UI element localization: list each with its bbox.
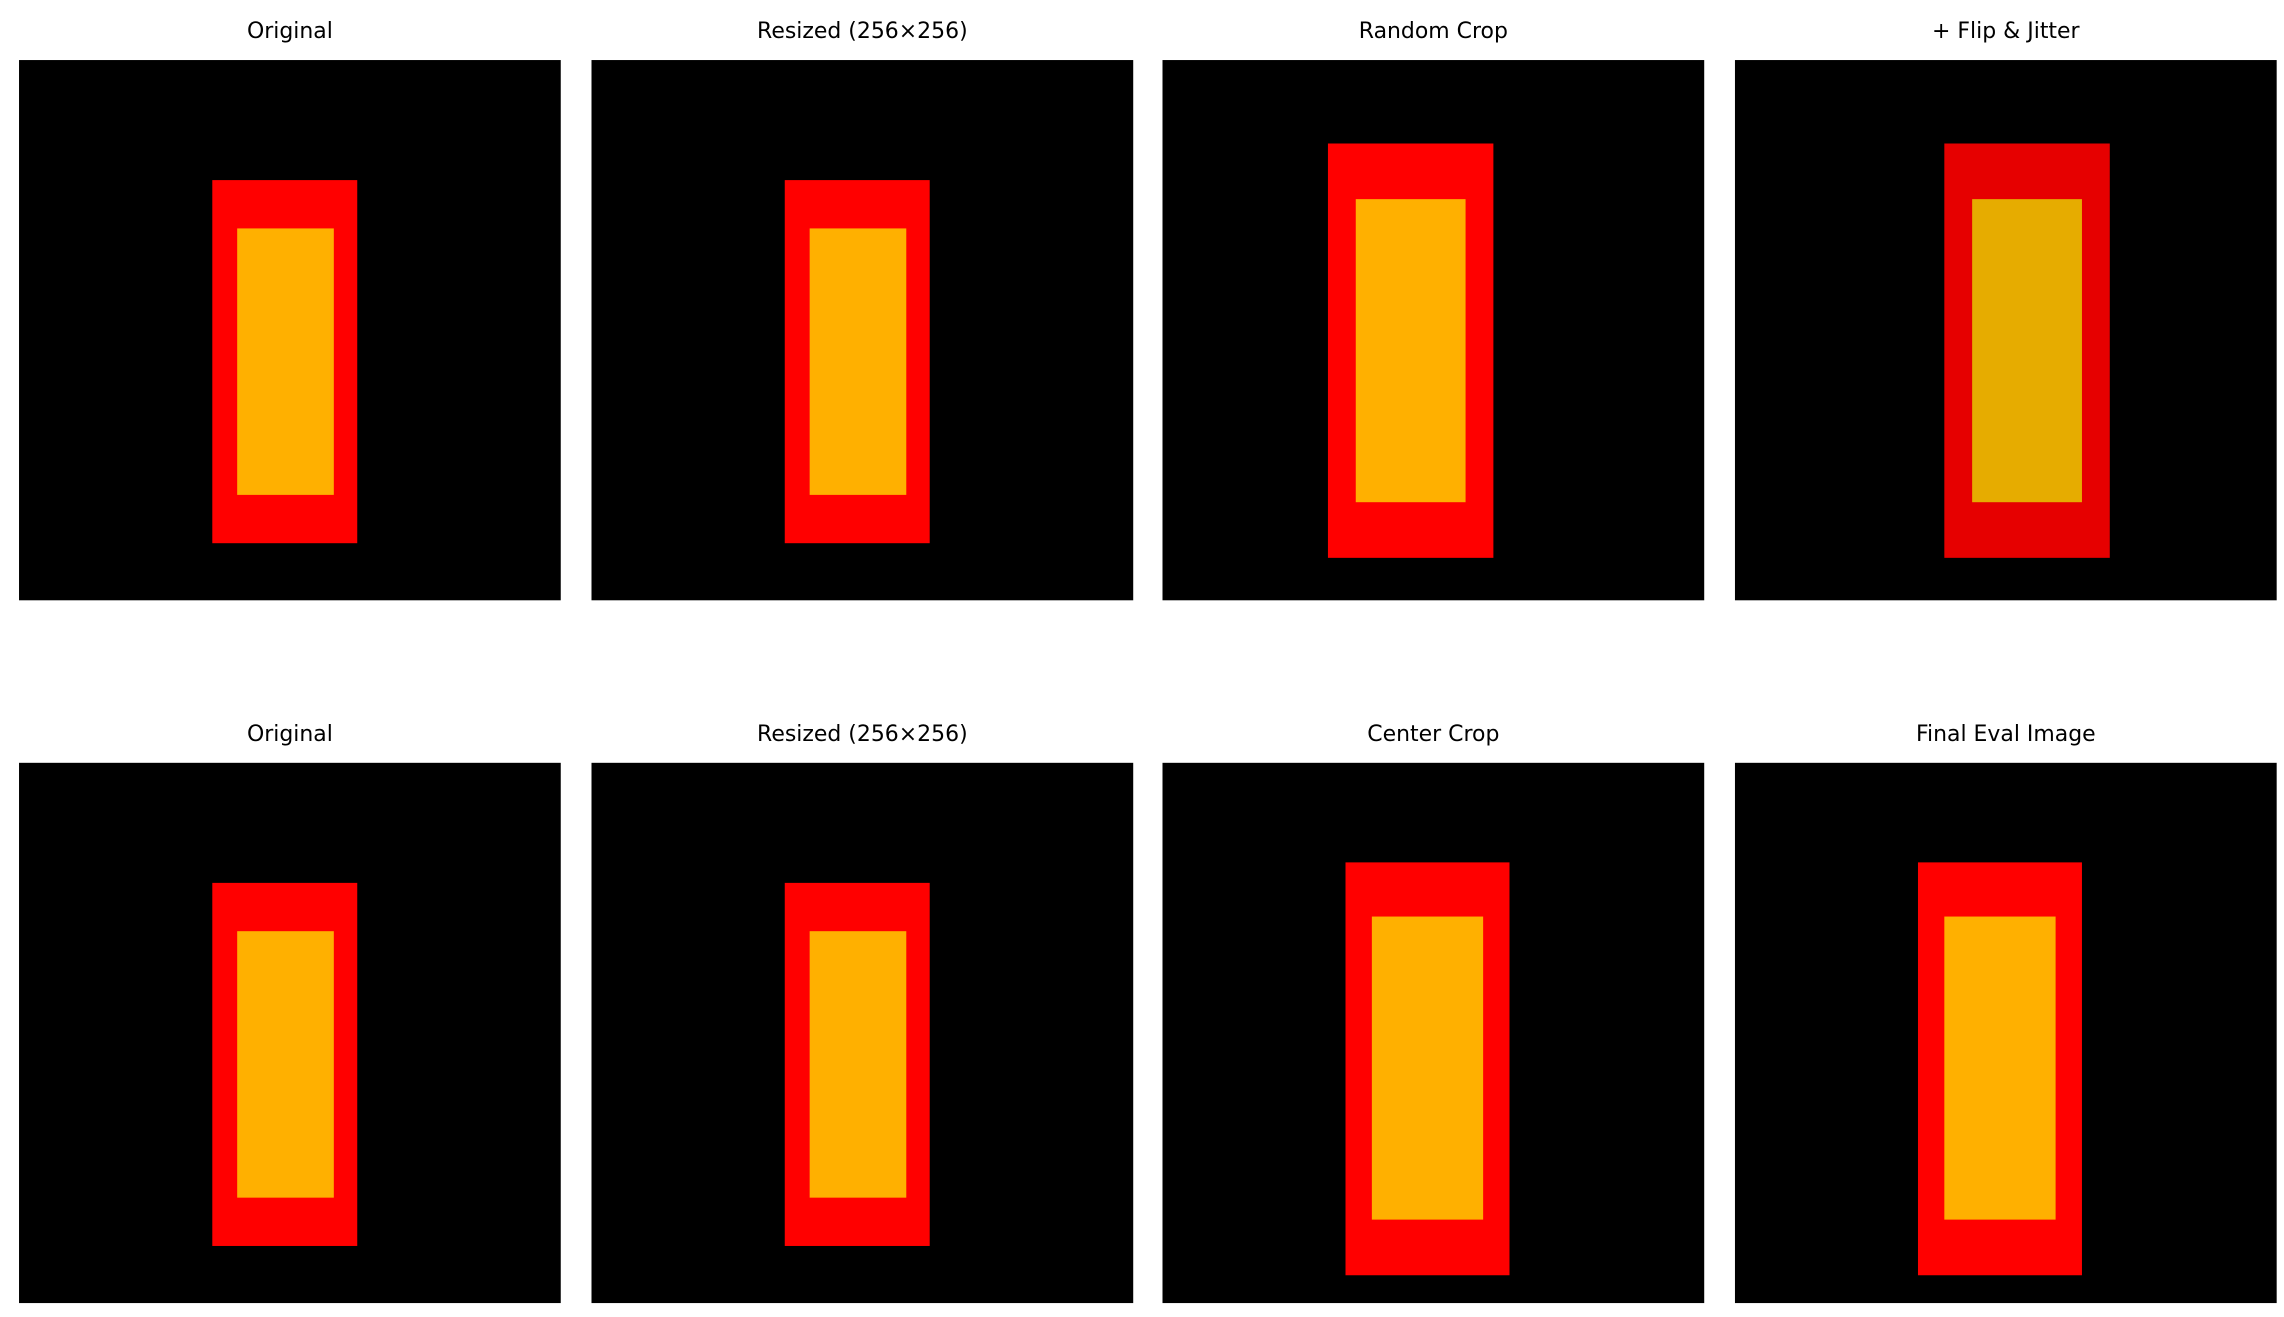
panel-image <box>1734 60 2277 601</box>
panel-image <box>591 762 1134 1304</box>
panel-title: Resized (256×256) <box>757 19 968 44</box>
panel-title: Final Eval Image <box>1916 722 2096 747</box>
panel-image <box>19 762 561 1304</box>
panel-image <box>1162 762 1705 1304</box>
panel-title: Resized (256×256) <box>757 722 968 747</box>
panel-image <box>1734 762 2277 1304</box>
panel-image <box>591 60 1134 601</box>
panel-title: + Flip & Jitter <box>1932 19 2081 44</box>
panel-title: Original <box>247 722 333 747</box>
panel-title: Center Crop <box>1367 722 1499 747</box>
panel-title: Original <box>247 19 333 44</box>
panel-title: Random Crop <box>1359 19 1508 44</box>
panel-image <box>1162 60 1705 601</box>
panel-image <box>19 60 561 601</box>
